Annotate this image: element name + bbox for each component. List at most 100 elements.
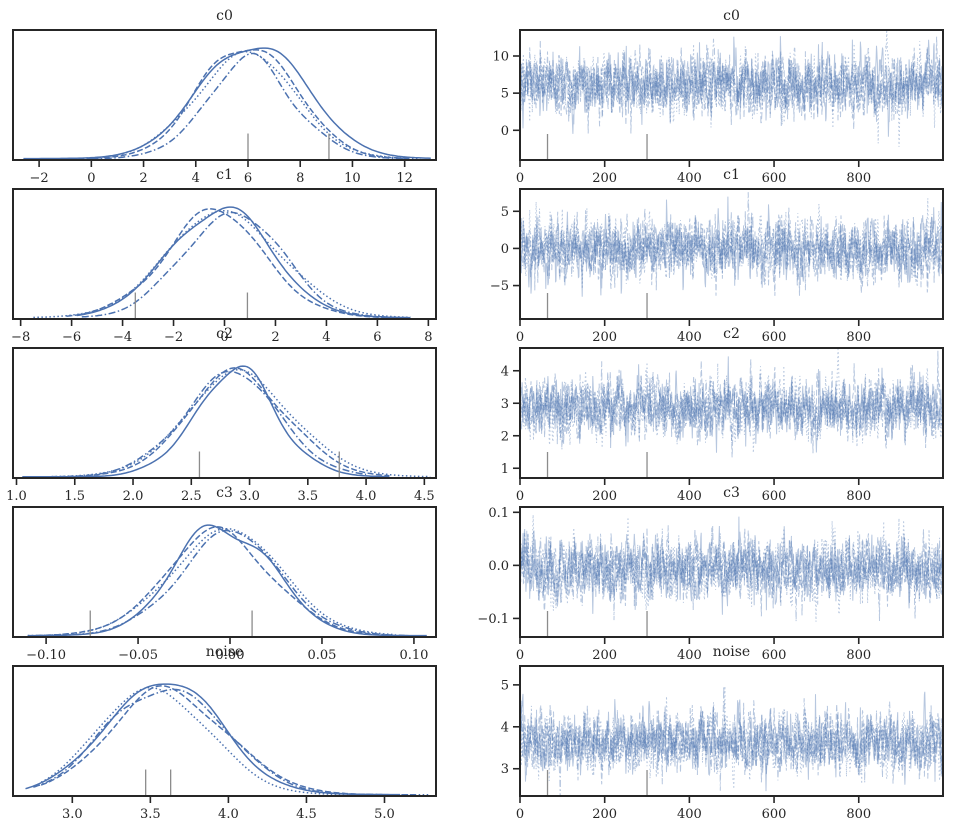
trace-line-dashed xyxy=(520,207,943,296)
x-tick-label: 4 xyxy=(322,330,330,345)
density-panel-c2: 1.0 1.5 2.0 2.5 3.0 3.5 4.0 4.5 c2 xyxy=(6,326,437,504)
x-tick-label: −2 xyxy=(30,171,49,186)
x-tick-label: 200 xyxy=(592,330,617,345)
panel-title: c0 xyxy=(216,8,233,24)
x-tick-label: 800 xyxy=(846,648,871,663)
y-tick-label: 0 xyxy=(501,124,509,139)
y-tick-label: 3 xyxy=(501,762,509,777)
trace-line-dotted xyxy=(520,349,943,453)
panel-title: noise xyxy=(206,644,243,660)
y-tick-label: 5 xyxy=(501,678,509,693)
x-tick-label: 400 xyxy=(677,807,702,822)
x-tick-label: 200 xyxy=(592,807,617,822)
axes-frame xyxy=(12,506,437,638)
axes-frame xyxy=(12,347,437,479)
x-tick-label: 1.5 xyxy=(64,489,85,504)
trace-panel-c3: 0 200 400 600 800 −0.1 0.0 0.1 c3 xyxy=(477,485,944,663)
trace-line-dashdot xyxy=(520,38,943,127)
trace-data-c0 xyxy=(520,30,943,160)
density-line-dotted xyxy=(70,50,421,160)
x-tick-label: 4.0 xyxy=(218,807,239,822)
x-tick-label: 600 xyxy=(762,807,787,822)
density-line-dashed xyxy=(36,526,387,637)
trace-line-dashdot xyxy=(520,192,943,291)
density-panel-c0: −2 0 2 4 6 8 10 12 c0 xyxy=(12,8,437,186)
x-tick-label: 0 xyxy=(516,330,524,345)
density-line-solid xyxy=(76,206,411,319)
trace-line-solid xyxy=(520,691,943,792)
trace-panel-c0: 0 200 400 600 800 0 5 10 c0 xyxy=(492,8,944,186)
trace-line-dashed xyxy=(520,527,943,617)
x-tick-label: 1.0 xyxy=(6,489,27,504)
density-line-solid xyxy=(23,47,431,160)
axes-frame xyxy=(12,665,437,797)
x-tick-label: 12 xyxy=(396,171,413,186)
trace-line-dashdot xyxy=(520,525,943,622)
x-tick-label: 400 xyxy=(677,171,702,186)
trace-line-dashdot xyxy=(520,361,943,450)
density-line-solid xyxy=(25,683,401,796)
x-tick-label: 6 xyxy=(244,171,252,186)
trace-line-dotted xyxy=(520,198,943,289)
density-data-c3 xyxy=(27,524,427,637)
axes-frame xyxy=(519,188,944,320)
trace-line-dotted xyxy=(520,514,943,622)
density-data-c0 xyxy=(23,47,431,160)
y-tick-label: 0.1 xyxy=(488,506,509,521)
density-panel-c3: −0.10 −0.05 0.00 0.05 0.10 c3 xyxy=(12,485,437,663)
x-tick-label: 200 xyxy=(592,648,617,663)
x-tick-label: 3.5 xyxy=(140,807,161,822)
x-tick-label: 0 xyxy=(516,171,524,186)
y-tick-label: 1 xyxy=(501,462,509,477)
x-tick-label: 8 xyxy=(424,330,432,345)
x-tick-label: 200 xyxy=(592,489,617,504)
density-line-solid xyxy=(22,365,390,478)
x-tick-label: −8 xyxy=(11,330,30,345)
x-tick-label: 400 xyxy=(677,330,702,345)
trace-line-solid xyxy=(520,36,943,137)
panel-title: c1 xyxy=(723,167,740,183)
x-tick-label: 0 xyxy=(516,648,524,663)
y-tick-label: 2 xyxy=(501,429,509,444)
density-line-dashdot xyxy=(86,370,367,477)
x-tick-label: 600 xyxy=(762,171,787,186)
x-tick-label: 600 xyxy=(762,648,787,663)
trace-data-noise xyxy=(520,686,943,796)
axes-frame xyxy=(519,29,944,161)
density-line-dashdot xyxy=(46,529,405,637)
x-tick-label: 800 xyxy=(846,807,871,822)
x-tick-label: 0.10 xyxy=(399,648,428,663)
y-tick-label: 4 xyxy=(501,720,509,735)
trace-line-dashed xyxy=(520,36,943,134)
x-tick-label: 6 xyxy=(373,330,381,345)
axes-frame xyxy=(12,29,437,161)
y-tick-label: 4 xyxy=(501,364,509,379)
x-tick-label: 3.0 xyxy=(239,489,260,504)
x-tick-label: 5.0 xyxy=(374,807,395,822)
density-line-dotted xyxy=(51,368,431,478)
x-tick-label: 8 xyxy=(296,171,304,186)
trace-data-c3 xyxy=(520,514,943,637)
x-tick-label: 0 xyxy=(516,807,524,822)
y-tick-label: −5 xyxy=(490,279,509,294)
x-tick-label: −4 xyxy=(113,330,132,345)
x-tick-label: 800 xyxy=(846,489,871,504)
y-tick-label: 10 xyxy=(492,50,509,65)
panel-title: c3 xyxy=(723,485,740,501)
x-tick-label: −6 xyxy=(62,330,81,345)
density-line-dashdot xyxy=(91,52,405,160)
density-line-dotted xyxy=(33,209,411,319)
x-tick-label: −2 xyxy=(164,330,183,345)
density-line-solid xyxy=(27,524,427,637)
density-line-dashed xyxy=(66,208,393,319)
trace-line-dashed xyxy=(520,703,943,785)
panel-title: c3 xyxy=(216,485,233,501)
x-tick-label: 2.5 xyxy=(181,489,202,504)
density-line-dotted xyxy=(27,527,396,637)
x-tick-label: 2.0 xyxy=(123,489,144,504)
y-tick-label: 0.0 xyxy=(488,559,509,574)
trace-data-c1 xyxy=(520,192,943,319)
x-tick-label: 2 xyxy=(139,171,147,186)
trace-panel-noise: 0 200 400 600 800 3 4 5 noise xyxy=(501,644,944,822)
